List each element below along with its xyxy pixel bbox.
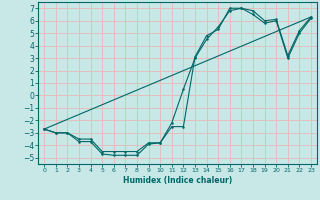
X-axis label: Humidex (Indice chaleur): Humidex (Indice chaleur) xyxy=(123,176,232,185)
